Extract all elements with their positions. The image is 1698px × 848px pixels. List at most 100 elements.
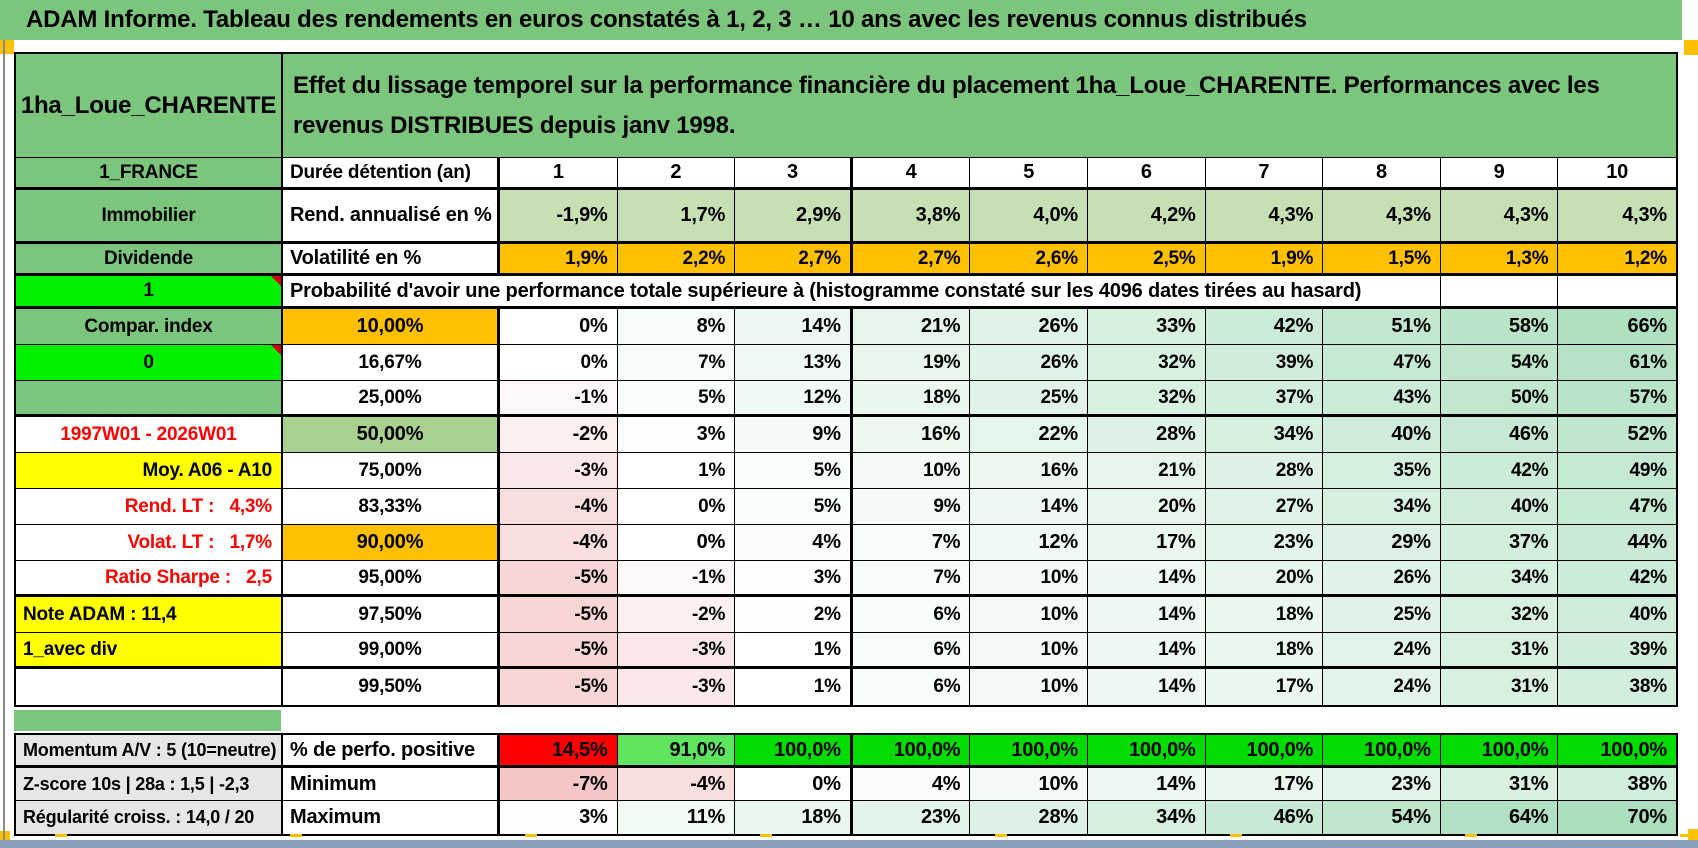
value-cell[interactable]: 100,0% (970, 735, 1088, 768)
value-cell[interactable]: 1,2% (1558, 244, 1676, 276)
value-cell[interactable]: 10% (970, 633, 1088, 669)
row-label-cell[interactable]: Maximum (283, 801, 500, 834)
value-cell[interactable]: 1,7% (617, 190, 736, 244)
value-cell[interactable]: 26% (970, 309, 1088, 345)
value-cell[interactable]: 26% (1323, 561, 1441, 597)
left-label-cell[interactable]: Compar. index (16, 309, 283, 345)
value-cell[interactable]: 10% (852, 453, 971, 489)
value-cell[interactable]: 27% (1205, 489, 1324, 525)
value-cell[interactable]: 38% (1558, 768, 1676, 801)
value-cell[interactable]: 14% (970, 489, 1088, 525)
value-cell[interactable]: 42% (1205, 309, 1324, 345)
value-cell[interactable]: 46% (1440, 417, 1559, 453)
percentile-label-cell[interactable]: 83,33% (283, 489, 500, 525)
value-cell[interactable]: 91,0% (617, 735, 736, 768)
value-cell[interactable]: 28% (1087, 417, 1206, 453)
value-cell[interactable]: 66% (1558, 309, 1676, 345)
value-cell[interactable]: 47% (1323, 345, 1441, 381)
value-cell[interactable]: 37% (1205, 381, 1324, 417)
value-cell[interactable]: 42% (1558, 561, 1676, 597)
left-label-cell[interactable]: Immobilier (16, 190, 283, 244)
value-cell[interactable]: 40% (1440, 489, 1559, 525)
value-cell[interactable]: 32% (1440, 597, 1559, 633)
percentile-label-cell[interactable]: 97,50% (283, 597, 500, 633)
value-cell[interactable]: 14% (1087, 633, 1206, 669)
value-cell[interactable]: 40% (1323, 417, 1441, 453)
value-cell[interactable]: 12% (970, 525, 1088, 561)
value-cell[interactable]: 100,0% (735, 735, 853, 768)
value-cell[interactable]: 1,9% (500, 244, 618, 276)
value-cell[interactable]: 8% (617, 309, 736, 345)
duration-label-cell[interactable]: Durée détention (an) (283, 158, 500, 190)
left-header-cell[interactable]: 1_FRANCE (16, 158, 283, 190)
value-cell[interactable]: 1,5% (1323, 244, 1441, 276)
value-cell[interactable]: 2,9% (735, 190, 853, 244)
value-cell[interactable]: -1,9% (500, 190, 618, 244)
year-header-cell[interactable]: 1 (500, 158, 618, 190)
value-cell[interactable]: 7% (617, 345, 736, 381)
value-cell[interactable]: 49% (1558, 453, 1676, 489)
value-cell[interactable]: 4,0% (970, 190, 1088, 244)
value-cell[interactable]: 100,0% (1440, 735, 1559, 768)
value-cell[interactable]: -2% (500, 417, 618, 453)
value-cell[interactable]: 16% (852, 417, 971, 453)
value-cell[interactable]: 14% (1087, 597, 1206, 633)
value-cell[interactable]: 1,3% (1440, 244, 1559, 276)
value-cell[interactable]: 23% (1323, 768, 1441, 801)
value-cell[interactable]: -2% (617, 597, 736, 633)
value-cell[interactable]: 39% (1205, 345, 1324, 381)
year-header-cell[interactable]: 4 (852, 158, 971, 190)
percentile-label-cell[interactable]: 10,00% (283, 309, 500, 345)
value-cell[interactable]: 23% (852, 801, 971, 834)
value-cell[interactable]: 23% (1205, 525, 1324, 561)
left-label-cell[interactable]: 1_avec div (16, 633, 283, 669)
value-cell[interactable]: 3% (500, 801, 618, 834)
value-cell[interactable]: 10% (970, 561, 1088, 597)
value-cell[interactable]: 22% (970, 417, 1088, 453)
left-label-cell[interactable]: 1997W01 - 2026W01 (16, 417, 283, 453)
value-cell[interactable]: 100,0% (1087, 735, 1206, 768)
value-cell[interactable]: 50% (1440, 381, 1559, 417)
left-label-cell[interactable]: Ratio Sharpe : 2,5 (16, 561, 283, 597)
row-label-cell[interactable]: Minimum (283, 768, 500, 801)
year-header-cell[interactable]: 3 (735, 158, 853, 190)
value-cell[interactable]: 39% (1558, 633, 1676, 669)
value-cell[interactable]: 14,5% (500, 735, 618, 768)
value-cell[interactable]: 6% (852, 597, 971, 633)
value-cell[interactable]: 10% (970, 768, 1088, 801)
value-cell[interactable]: 42% (1440, 453, 1559, 489)
value-cell[interactable]: 21% (1087, 453, 1206, 489)
value-cell[interactable]: 14% (735, 309, 853, 345)
value-cell[interactable]: 100,0% (1323, 735, 1441, 768)
value-cell[interactable]: -3% (500, 453, 618, 489)
year-header-cell[interactable]: 9 (1440, 158, 1559, 190)
value-cell[interactable]: 4,3% (1323, 190, 1441, 244)
empty-cell[interactable] (1440, 276, 1559, 309)
value-cell[interactable]: 24% (1323, 633, 1441, 669)
value-cell[interactable]: 18% (1205, 633, 1324, 669)
value-cell[interactable]: 26% (970, 345, 1088, 381)
value-cell[interactable]: 52% (1558, 417, 1676, 453)
value-cell[interactable]: 18% (852, 381, 971, 417)
value-cell[interactable]: -4% (500, 489, 618, 525)
value-cell[interactable]: -5% (500, 633, 618, 669)
left-label-cell[interactable]: Note ADAM : 11,4 (16, 597, 283, 633)
value-cell[interactable]: 57% (1558, 381, 1676, 417)
value-cell[interactable]: 28% (970, 801, 1088, 834)
left-label-cell[interactable]: 1 (16, 276, 283, 309)
left-label-cell[interactable] (16, 381, 283, 417)
value-cell[interactable]: 46% (1205, 801, 1324, 834)
value-cell[interactable]: 0% (735, 768, 853, 801)
value-cell[interactable]: 37% (1440, 525, 1559, 561)
year-header-cell[interactable]: 5 (970, 158, 1088, 190)
value-cell[interactable]: 7% (852, 525, 971, 561)
value-cell[interactable]: 61% (1558, 345, 1676, 381)
value-cell[interactable]: -3% (617, 633, 736, 669)
value-cell[interactable]: 18% (735, 801, 853, 834)
value-cell[interactable]: 10% (970, 669, 1088, 705)
left-label-cell[interactable]: Dividende (16, 244, 283, 276)
value-cell[interactable]: 5% (617, 381, 736, 417)
value-cell[interactable]: 10% (970, 597, 1088, 633)
value-cell[interactable]: 32% (1087, 345, 1206, 381)
left-label-cell[interactable]: Rend. LT : 4,3% (16, 489, 283, 525)
